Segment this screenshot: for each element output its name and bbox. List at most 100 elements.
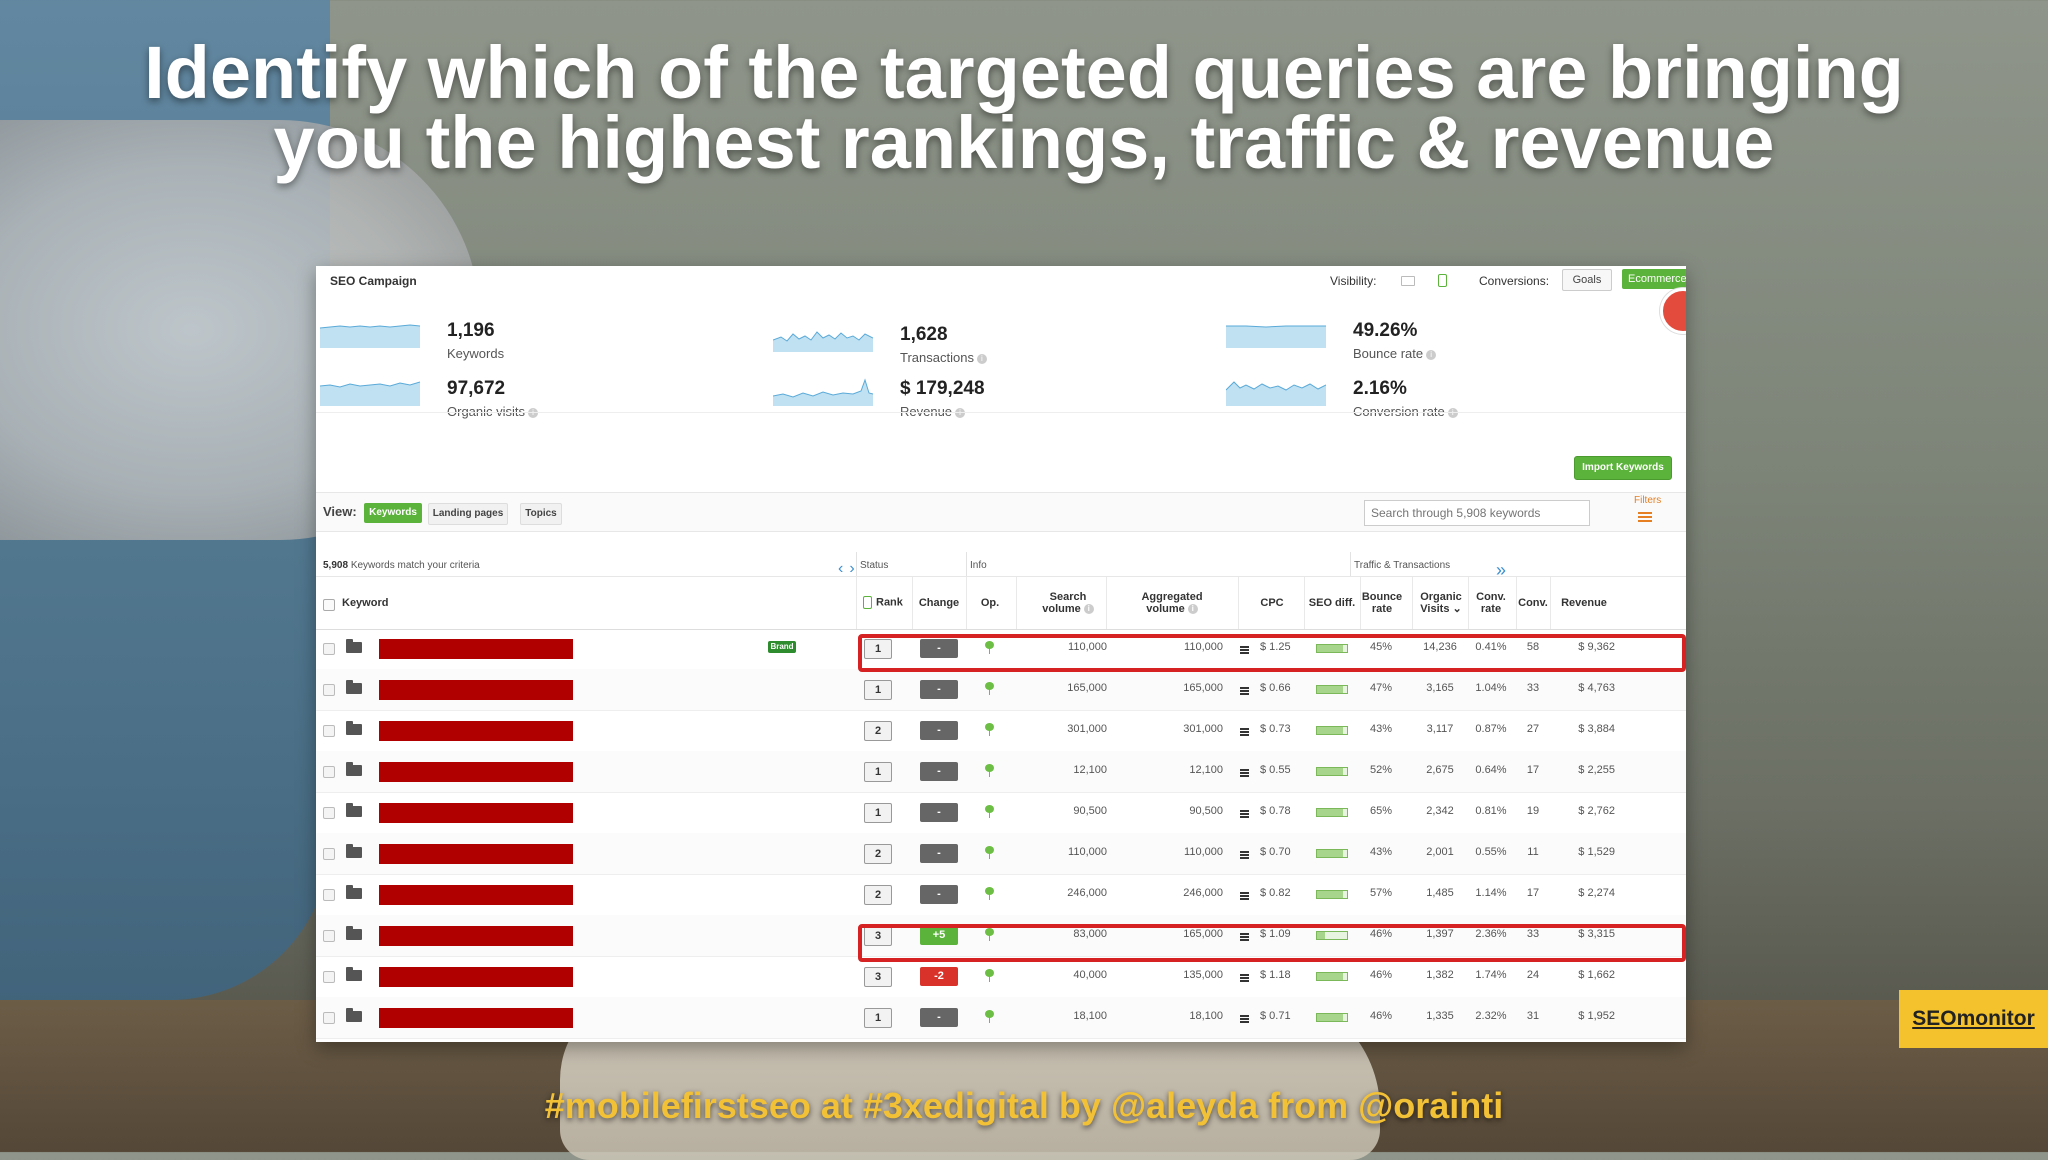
row-checkbox[interactable] [323, 643, 335, 655]
equals-icon[interactable] [1240, 646, 1249, 655]
tab-landing-pages[interactable]: Landing pages [428, 503, 508, 525]
header-revenue[interactable]: Revenue [1561, 597, 1607, 609]
header-keyword[interactable]: Keyword [342, 597, 389, 609]
double-chevron-right-icon[interactable]: » [1496, 560, 1507, 580]
row-checkbox[interactable] [323, 1012, 335, 1024]
header-divider [1106, 577, 1107, 629]
header-conv[interactable]: Conv. [1518, 597, 1548, 609]
row-checkbox[interactable] [323, 684, 335, 696]
table-row[interactable]: 2 - 246,000 246,000 $ 0.82 57% 1,485 1.14% 17 $ 2… [316, 874, 1686, 916]
info-icon[interactable]: i [1083, 604, 1094, 615]
opportunity-tree-icon[interactable] [984, 1010, 994, 1023]
keyword-search-input[interactable] [1364, 500, 1590, 526]
table-row[interactable]: 3 -2 40,000 135,000 $ 1.18 46% 1,382 1.74% 24 $ 1… [316, 956, 1686, 998]
desktop-toggle[interactable] [1398, 272, 1418, 289]
folder-icon[interactable] [346, 639, 362, 653]
header-organic-visits[interactable]: Organic Visits ⌄ [1414, 591, 1468, 615]
header-op[interactable]: Op. [980, 597, 1000, 609]
sort-chevron-down-icon[interactable]: ⌄ [1452, 603, 1462, 615]
select-all-checkbox[interactable] [323, 599, 335, 611]
row-checkbox[interactable] [323, 766, 335, 778]
header-cpc[interactable]: CPC [1260, 597, 1284, 609]
redacted-keyword[interactable] [379, 967, 573, 987]
folder-icon[interactable] [346, 885, 362, 899]
equals-icon[interactable] [1240, 810, 1249, 819]
info-icon[interactable]: i [1187, 604, 1198, 615]
redacted-keyword[interactable] [379, 680, 573, 700]
opportunity-tree-icon[interactable] [984, 969, 994, 982]
header-search-volume[interactable]: Search volume i [1020, 591, 1116, 615]
tab-keywords[interactable]: Keywords [364, 503, 422, 523]
opportunity-tree-icon[interactable] [984, 805, 994, 818]
opportunity-tree-icon[interactable] [984, 641, 994, 654]
header-aggregated-volume[interactable]: Aggregated volume i [1108, 591, 1236, 615]
redacted-keyword[interactable] [379, 803, 573, 823]
folder-icon[interactable] [346, 926, 362, 940]
filters-icon[interactable] [1638, 510, 1652, 522]
table-row[interactable]: 1 - 165,000 165,000 $ 0.66 47% 3,165 1.04% 33 $ 4… [316, 669, 1686, 711]
goals-button[interactable]: Goals [1562, 269, 1612, 291]
group-divider [856, 552, 857, 576]
equals-icon[interactable] [1240, 687, 1249, 696]
rank-change-badge: -2 [920, 967, 958, 986]
equals-icon[interactable] [1240, 974, 1249, 983]
redacted-keyword[interactable] [379, 885, 573, 905]
opportunity-tree-icon[interactable] [984, 846, 994, 859]
folder-icon[interactable] [346, 967, 362, 981]
table-row[interactable]: 1 - 90,500 90,500 $ 0.78 65% 2,342 0.81% 19 $ 2,7… [316, 792, 1686, 834]
redacted-keyword[interactable] [379, 639, 573, 659]
redacted-keyword[interactable] [379, 721, 573, 741]
equals-icon[interactable] [1240, 933, 1249, 942]
row-checkbox[interactable] [323, 971, 335, 983]
row-checkbox[interactable] [323, 930, 335, 942]
info-icon[interactable]: i [976, 353, 987, 364]
table-row[interactable]: 2 - 110,000 110,000 $ 0.70 43% 2,001 0.55% 11 $ 1… [316, 833, 1686, 875]
table-row[interactable]: 1 - 18,100 18,100 $ 0.71 46% 1,335 2.32% 31 $ 1,9… [316, 997, 1686, 1039]
row-checkbox[interactable] [323, 807, 335, 819]
redacted-keyword[interactable] [379, 926, 573, 946]
folder-icon[interactable] [346, 680, 362, 694]
headline-line-1: Identify which of the targeted queries a… [144, 31, 1904, 114]
filters-label[interactable]: Filters [1634, 495, 1662, 506]
equals-icon[interactable] [1240, 851, 1249, 860]
table-row[interactable]: 2 - 301,000 301,000 $ 0.73 43% 3,117 0.87% 27 $ 3… [316, 710, 1686, 752]
chevron-left-icon[interactable]: ‹ [838, 560, 850, 577]
opportunity-tree-icon[interactable] [984, 928, 994, 941]
redacted-keyword[interactable] [379, 762, 573, 782]
header-bounce-rate[interactable]: Bounce rate [1360, 591, 1404, 615]
opportunity-tree-icon[interactable] [984, 764, 994, 777]
table-row[interactable]: Brand 1 - 110,000 110,000 $ 1.25 45% 14,236 0.41… [316, 628, 1686, 670]
folder-icon[interactable] [346, 721, 362, 735]
equals-icon[interactable] [1240, 892, 1249, 901]
header-rank[interactable]: Rank [863, 596, 903, 609]
folder-icon[interactable] [346, 803, 362, 817]
opportunity-tree-icon[interactable] [984, 887, 994, 900]
opportunity-tree-icon[interactable] [984, 682, 994, 695]
header-seo-diff[interactable]: SEO diff. [1308, 597, 1356, 609]
opportunity-tree-icon[interactable] [984, 723, 994, 736]
info-icon[interactable]: i [1426, 349, 1437, 360]
tab-topics[interactable]: Topics [520, 503, 562, 525]
redacted-keyword[interactable] [379, 844, 573, 864]
folder-icon[interactable] [346, 762, 362, 776]
import-keywords-button[interactable]: Import Keywords [1574, 456, 1672, 480]
row-checkbox[interactable] [323, 725, 335, 737]
folder-icon[interactable] [346, 1008, 362, 1022]
table-row[interactable]: 3 +5 83,000 165,000 $ 1.09 46% 1,397 2.36% 33 $ 3… [316, 915, 1686, 957]
header-conv-rate[interactable]: Conv. rate [1468, 591, 1514, 615]
mobile-toggle[interactable] [1432, 271, 1452, 290]
equals-icon[interactable] [1240, 1015, 1249, 1024]
folder-icon[interactable] [346, 844, 362, 858]
chevron-right-icon[interactable]: › [849, 560, 861, 577]
row-checkbox[interactable] [323, 848, 335, 860]
redacted-keyword[interactable] [379, 1008, 573, 1028]
table-row[interactable]: 1 - 12,100 12,100 $ 0.55 52% 2,675 0.64% 17 $ 2,2… [316, 751, 1686, 793]
equals-icon[interactable] [1240, 769, 1249, 778]
seo-campaign-panel: SEO Campaign Visibility: Conversions: Go… [316, 266, 1686, 1042]
column-scroll-arrows[interactable]: ‹› [838, 560, 861, 578]
ecommerce-button[interactable]: Ecommerce [1622, 269, 1686, 289]
header-change[interactable]: Change [918, 597, 960, 609]
equals-icon[interactable] [1240, 728, 1249, 737]
stat-value: $ 179,248 [900, 378, 985, 399]
row-checkbox[interactable] [323, 889, 335, 901]
